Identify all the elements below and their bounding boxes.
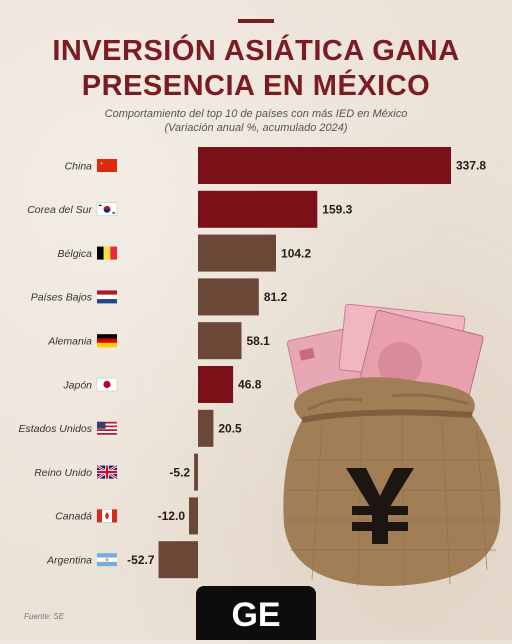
bar-5 (198, 322, 242, 360)
usa-flag-icon (97, 421, 117, 435)
bar-1 (198, 147, 451, 184)
value-label-5: 58.1 (247, 334, 271, 348)
value-label-2: 159.3 (322, 202, 352, 216)
category-label-9: Canadá (55, 511, 92, 523)
value-label-9: -12.0 (158, 509, 186, 523)
bar-4 (198, 278, 259, 316)
bar-8 (194, 453, 198, 491)
south-korea-flag-icon (96, 202, 118, 217)
money-bag-yuan-icon (283, 303, 501, 587)
category-label-2: Corea del Sur (27, 204, 92, 216)
bar-7 (198, 409, 214, 447)
germany-flag-icon (97, 334, 117, 348)
category-label-1: China (65, 160, 93, 172)
value-label-6: 46.8 (238, 378, 262, 392)
subtitle-line-2: (Variación anual %, acumulado 2024) (164, 122, 348, 134)
value-label-7: 20.5 (218, 421, 242, 435)
yuan-symbol (346, 468, 414, 544)
bar-10 (158, 541, 198, 579)
japan-flag-icon (96, 377, 118, 392)
value-label-3: 104.2 (281, 246, 311, 260)
bar-6 (198, 366, 234, 403)
value-label-10: -52.7 (127, 553, 155, 567)
bar-9 (189, 497, 198, 535)
top-rule (238, 19, 274, 23)
china-flag-icon (97, 159, 117, 172)
category-label-3: Bélgica (58, 248, 93, 260)
bar-2 (198, 190, 318, 228)
category-label-7: Estados Unidos (18, 423, 92, 435)
ge-badge: GE (196, 586, 316, 640)
title-line-1: INVERSIÓN ASIÁTICA GANA (52, 35, 460, 67)
category-label-6: Japón (62, 379, 92, 391)
value-label-8: -5.2 (169, 465, 190, 479)
uk-flag-icon (96, 464, 118, 480)
chart-subtitle: Comportamiento del top 10 de países con … (0, 107, 512, 135)
category-label-8: Reino Unido (34, 467, 92, 479)
bar-3 (198, 234, 276, 272)
category-label-4: Países Bajos (31, 292, 93, 304)
subtitle-line-1: Comportamiento del top 10 de países con … (104, 108, 408, 120)
source-note: Fuente: SE (24, 612, 65, 621)
page-title: INVERSIÓN ASIÁTICA GANA PRESENCIA EN MÉX… (0, 34, 512, 104)
value-label-4: 81.2 (264, 290, 288, 304)
category-label-5: Alemania (47, 335, 92, 347)
category-label-10: Argentina (46, 554, 92, 566)
value-label-1: 337.8 (456, 159, 486, 173)
argentina-flag-icon (97, 553, 117, 567)
belgium-flag-icon (97, 246, 117, 260)
netherlands-flag-icon (97, 290, 117, 304)
canada-flag-icon (96, 509, 118, 523)
title-line-2: PRESENCIA EN MÉXICO (81, 70, 431, 102)
bars-layer: 337.8 China 159.3 Corea del Sur 104.2 Bélgica… (18, 147, 486, 579)
